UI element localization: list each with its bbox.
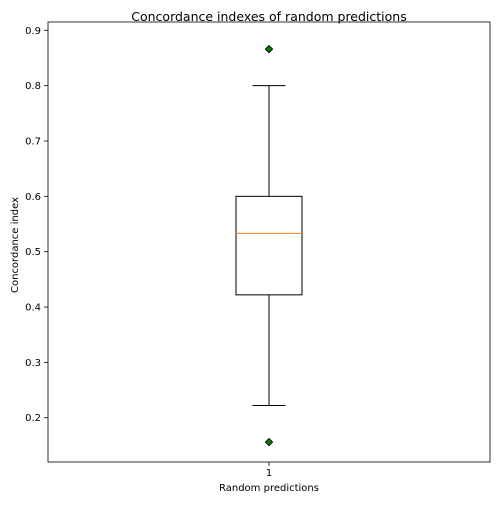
y-axis: 0.2 0.3 0.4 0.5 0.6 0.7 0.8 0.9	[25, 26, 48, 424]
y-tick-label: 0.5	[25, 247, 41, 258]
y-tick-label: 0.7	[25, 136, 41, 147]
outlier-point	[264, 44, 274, 54]
y-tick-label: 0.8	[25, 81, 41, 92]
x-axis: 1	[266, 462, 272, 479]
y-tick-label: 0.6	[25, 192, 41, 203]
chart-title: Concordance indexes of random prediction…	[131, 9, 406, 24]
y-tick-label: 0.3	[25, 358, 41, 369]
x-tick-label: 1	[266, 468, 272, 479]
box-layer	[235, 44, 303, 447]
y-tick-label: 0.9	[25, 26, 41, 37]
outlier-point	[264, 437, 274, 447]
y-tick-label: 0.2	[25, 413, 41, 424]
y-axis-label: Concordance index	[10, 197, 21, 293]
interquartile-box	[235, 195, 303, 296]
y-tick-label: 0.4	[25, 303, 41, 314]
x-axis-label: Random predictions	[219, 483, 319, 494]
